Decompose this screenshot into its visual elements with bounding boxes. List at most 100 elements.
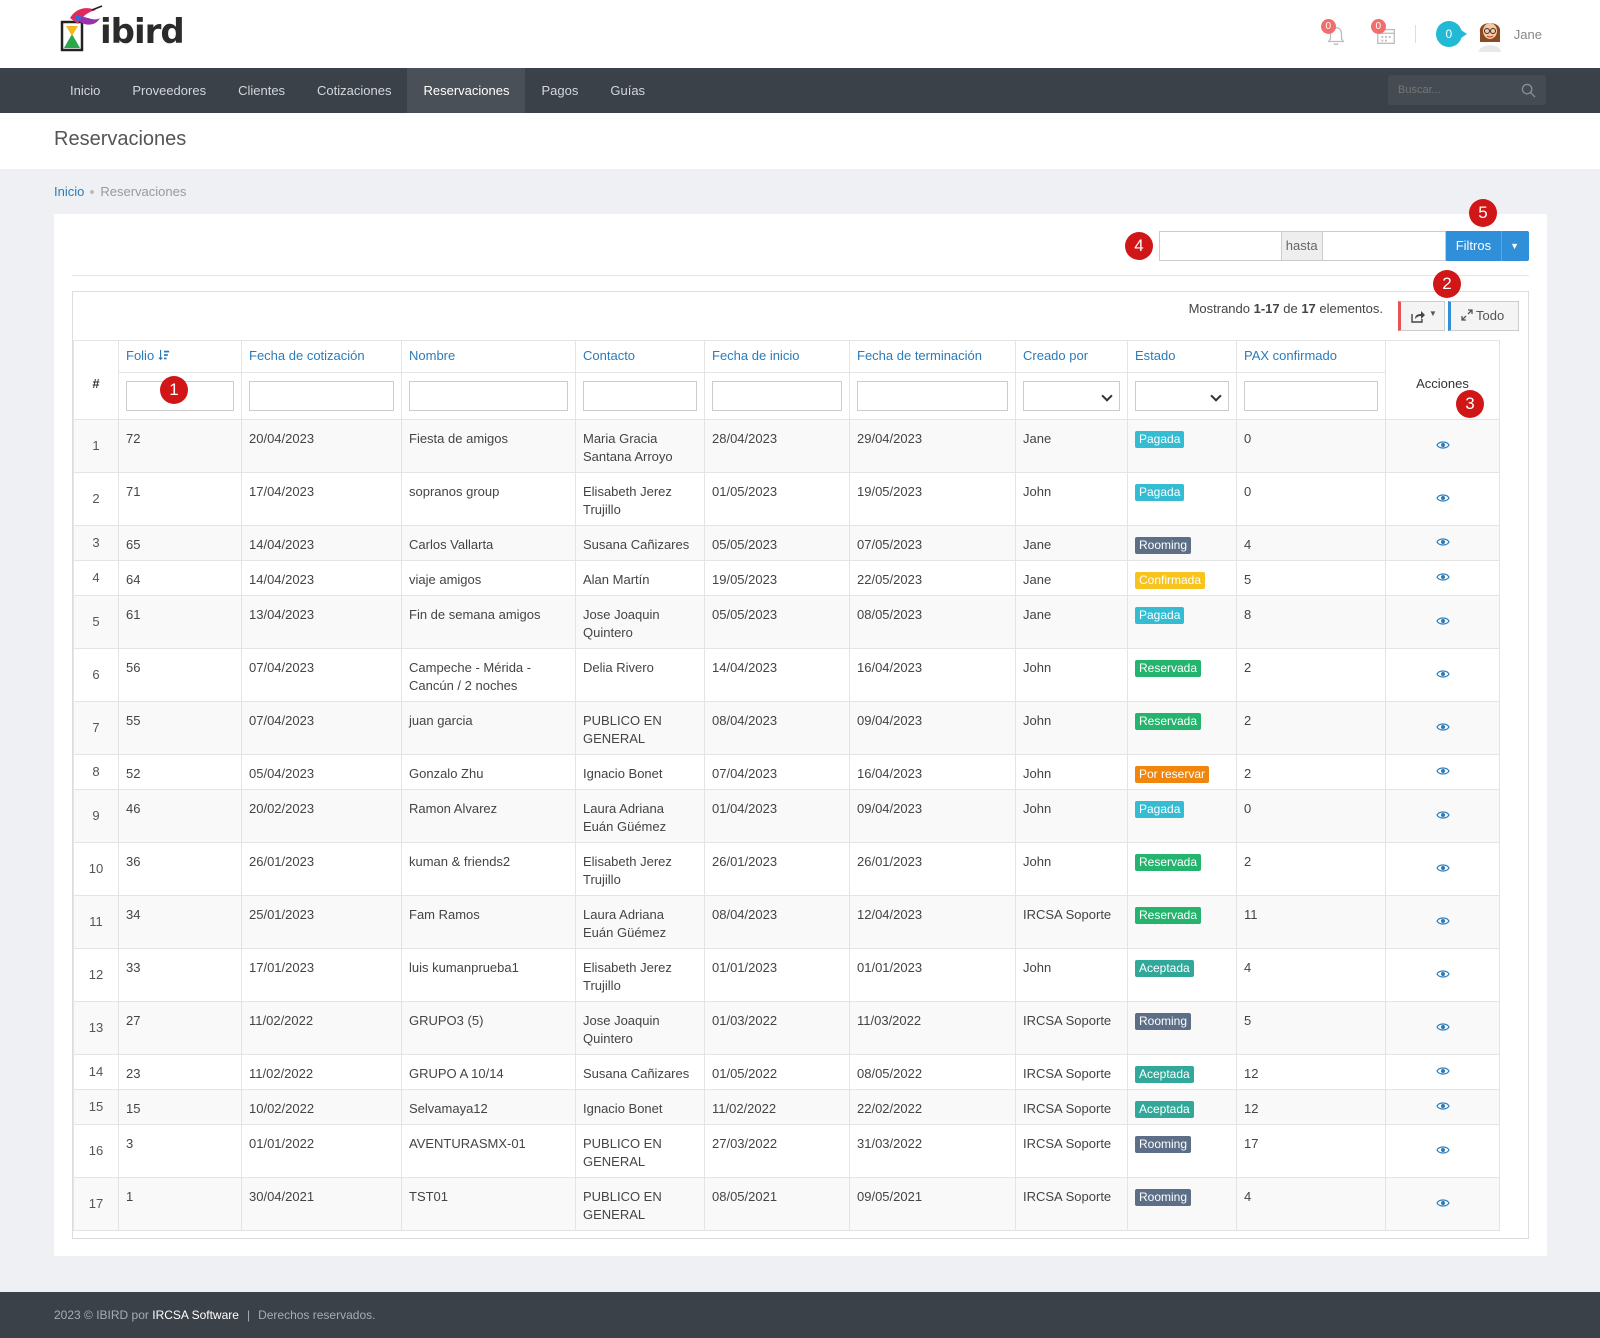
cell-row-number: 8 xyxy=(73,754,119,790)
cell-row-number: 12 xyxy=(73,948,119,1002)
view-eye-icon[interactable] xyxy=(1435,493,1450,503)
contacto-filter-input[interactable] xyxy=(583,381,697,411)
annotation-marker-2: 2 xyxy=(1433,270,1461,298)
cell-contacto: Jose Joaquin Quintero xyxy=(575,595,705,649)
pax-filter-input[interactable] xyxy=(1244,381,1378,411)
view-eye-icon[interactable] xyxy=(1435,669,1450,679)
table-row: 7 55 07/04/2023 juan garcia PUBLICO EN GENER… xyxy=(73,701,1500,755)
estado-filter-select[interactable] xyxy=(1135,381,1229,411)
view-eye-icon[interactable] xyxy=(1435,810,1450,820)
cell-fecha-terminacion: 07/05/2023 xyxy=(849,525,1016,561)
view-eye-icon[interactable] xyxy=(1435,537,1450,547)
col-header-creado-por[interactable]: Creado por xyxy=(1015,340,1128,373)
app-logo[interactable]: ibird xyxy=(56,4,185,56)
cell-folio: 34 xyxy=(118,895,242,949)
cell-fecha-cotizacion: 13/04/2023 xyxy=(241,595,402,649)
cell-folio: 46 xyxy=(118,789,242,843)
nombre-filter-input[interactable] xyxy=(409,381,568,411)
calendar-button[interactable]: 0 xyxy=(1370,19,1397,47)
view-eye-icon[interactable] xyxy=(1435,1101,1450,1111)
user-avatar[interactable] xyxy=(1476,16,1504,52)
table-row: 8 52 05/04/2023 Gonzalo Zhu Ignacio Bonet 07/… xyxy=(73,754,1500,790)
page-footer: 2023 © IBIRD por IRCSA Software | Derechos… xyxy=(0,1292,1600,1338)
cell-fecha-terminacion: 29/04/2023 xyxy=(849,419,1016,473)
nav-item-reservaciones[interactable]: Reservaciones xyxy=(407,68,526,113)
messages-count-button[interactable]: 0 xyxy=(1435,21,1467,47)
view-eye-icon[interactable] xyxy=(1435,1066,1450,1076)
view-eye-icon[interactable] xyxy=(1435,616,1450,626)
footer-company-link[interactable]: IRCSA Software xyxy=(152,1308,239,1322)
col-header-pax[interactable]: PAX confirmado xyxy=(1236,340,1386,373)
share-export-icon xyxy=(1411,311,1425,323)
nav-search[interactable] xyxy=(1388,75,1546,105)
view-eye-icon[interactable] xyxy=(1435,572,1450,582)
notifications-button[interactable]: 0 xyxy=(1320,19,1347,47)
col-header-folio[interactable]: Folio xyxy=(118,340,242,373)
cell-estado: Pagada xyxy=(1127,472,1237,526)
cell-fecha-cotizacion: 01/01/2022 xyxy=(241,1124,402,1178)
cell-fecha-cotizacion: 25/01/2023 xyxy=(241,895,402,949)
cell-fecha-inicio: 01/05/2023 xyxy=(704,472,850,526)
view-eye-icon[interactable] xyxy=(1435,440,1450,450)
view-eye-icon[interactable] xyxy=(1435,969,1450,979)
nav-item-proveedores[interactable]: Proveedores xyxy=(132,83,207,98)
cell-fecha-inicio: 08/04/2023 xyxy=(704,701,850,755)
creado-por-filter-select[interactable] xyxy=(1023,381,1120,411)
breadcrumb-separator xyxy=(90,190,95,194)
view-eye-icon[interactable] xyxy=(1435,1022,1450,1032)
view-eye-icon[interactable] xyxy=(1435,1145,1450,1155)
col-header-fecha-inicio[interactable]: Fecha de inicio xyxy=(704,340,850,373)
fecha-cotizacion-filter-input[interactable] xyxy=(249,381,394,411)
cell-acciones xyxy=(1385,701,1500,755)
cell-pax: 11 xyxy=(1236,895,1386,949)
nav-item-cotizaciones[interactable]: Cotizaciones xyxy=(317,83,392,98)
view-eye-icon[interactable] xyxy=(1435,766,1450,776)
status-badge: Rooming xyxy=(1135,537,1192,554)
cell-row-number: 4 xyxy=(73,560,119,596)
cell-pax: 12 xyxy=(1236,1054,1386,1090)
search-input[interactable] xyxy=(1388,75,1508,105)
calendar-badge: 0 xyxy=(1370,19,1386,34)
col-header-nombre[interactable]: Nombre xyxy=(401,340,576,373)
view-eye-icon[interactable] xyxy=(1435,1198,1450,1208)
cell-fecha-cotizacion: 10/02/2022 xyxy=(241,1089,402,1125)
cell-row-number: 7 xyxy=(73,701,119,755)
view-eye-icon[interactable] xyxy=(1435,863,1450,873)
cell-fecha-terminacion: 19/05/2023 xyxy=(849,472,1016,526)
page-title-bar: Reservaciones xyxy=(0,113,1600,169)
cell-fecha-terminacion: 08/05/2023 xyxy=(849,595,1016,649)
view-eye-icon[interactable] xyxy=(1435,722,1450,732)
breadcrumb-home-link[interactable]: Inicio xyxy=(54,184,85,199)
col-header-fecha-cotizacion[interactable]: Fecha de cotización xyxy=(241,340,402,373)
cell-pax: 8 xyxy=(1236,595,1386,649)
nav-item-pagos[interactable]: Pagos xyxy=(541,83,579,98)
filters-dropdown-caret[interactable]: ▼ xyxy=(1501,231,1519,261)
cell-estado: Reservada xyxy=(1127,701,1237,755)
col-header-contacto[interactable]: Contacto xyxy=(575,340,705,373)
status-badge: Rooming xyxy=(1135,1189,1192,1206)
nav-item-gu-as[interactable]: Guías xyxy=(610,83,646,98)
col-header-fecha-terminacion[interactable]: Fecha de terminación xyxy=(849,340,1016,373)
cell-row-number: 1 xyxy=(73,419,119,473)
nav-item-clientes[interactable]: Clientes xyxy=(238,83,286,98)
fecha-terminacion-filter-input[interactable] xyxy=(857,381,1008,411)
cell-fecha-inicio: 05/05/2023 xyxy=(704,525,850,561)
col-header-estado[interactable]: Estado xyxy=(1127,340,1237,373)
reservations-table: # Folio Fecha de cotización Nombre Conta… xyxy=(73,340,1500,1231)
date-from-input[interactable] xyxy=(1158,231,1281,261)
cell-row-number: 3 xyxy=(73,525,119,561)
filters-button[interactable]: Filtros ▼ xyxy=(1445,231,1529,261)
nav-item-inicio[interactable]: Inicio xyxy=(70,83,101,98)
cell-fecha-cotizacion: 17/01/2023 xyxy=(241,948,402,1002)
search-icon[interactable] xyxy=(1521,83,1536,98)
fecha-inicio-filter-input[interactable] xyxy=(712,381,842,411)
user-name[interactable]: Jane xyxy=(1513,26,1542,42)
show-all-button[interactable]: Todo xyxy=(1448,301,1519,331)
date-to-input[interactable] xyxy=(1322,231,1446,261)
view-eye-icon[interactable] xyxy=(1435,916,1450,926)
cell-nombre: Fam Ramos xyxy=(401,895,576,949)
breadcrumb: Inicio Reservaciones xyxy=(54,184,186,199)
export-button[interactable]: ▼ xyxy=(1398,301,1445,331)
cell-nombre: luis kumanprueba1 xyxy=(401,948,576,1002)
cell-estado: Por reservar xyxy=(1127,754,1237,790)
